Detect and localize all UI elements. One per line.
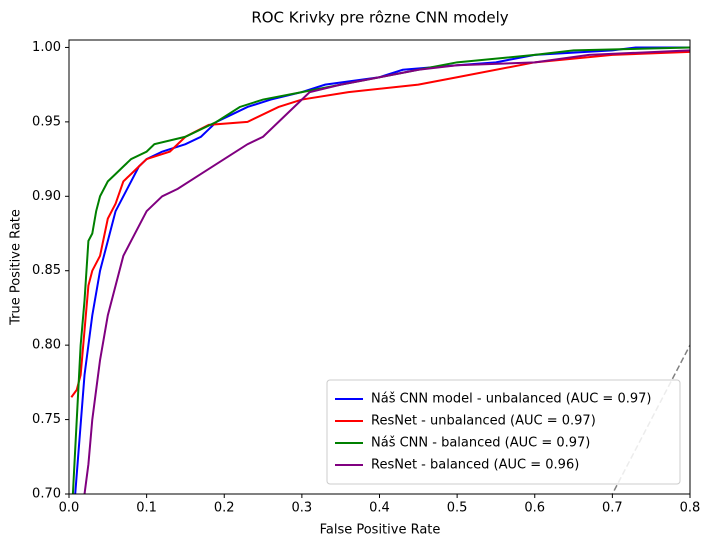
- roc-line: [83, 49, 690, 494]
- x-tick-label: 0.5: [447, 501, 468, 516]
- plot-area: [70, 46, 690, 494]
- x-tick-label: 0.6: [524, 501, 545, 516]
- y-tick-label: 0.95: [32, 114, 61, 129]
- y-tick-label: 0.85: [32, 263, 61, 278]
- x-tick-label: 0.7: [602, 501, 623, 516]
- x-tick-label: 0.8: [680, 501, 701, 516]
- y-axis-label: True Positive Rate: [9, 209, 24, 326]
- roc-line: [70, 50, 690, 398]
- x-tick-label: 0.2: [214, 501, 235, 516]
- y-tick-label: 0.80: [32, 338, 61, 353]
- y-tick-label: 0.90: [32, 189, 61, 204]
- legend-label: Náš CNN model - unbalanced (AUC = 0.97): [371, 392, 651, 407]
- x-tick-label: 0.4: [369, 501, 390, 516]
- y-tick-label: 0.75: [32, 412, 61, 427]
- legend-label: Náš CNN - balanced (AUC = 0.97): [371, 436, 590, 451]
- x-tick-label: 0.3: [292, 501, 313, 516]
- legend-label: ResNet - unbalanced (AUC = 0.97): [371, 414, 596, 429]
- legend-label: ResNet - balanced (AUC = 0.96): [371, 458, 579, 473]
- chart-title: ROC Krivky pre rôzne CNN modely: [251, 9, 508, 27]
- x-axis-label: False Positive Rate: [320, 523, 441, 538]
- x-tick-label: 0.0: [59, 501, 80, 516]
- y-tick-label: 0.70: [32, 487, 61, 502]
- legend-box: [326, 379, 681, 485]
- y-tick-label: 1.00: [32, 40, 61, 55]
- x-tick-label: 0.1: [136, 501, 157, 516]
